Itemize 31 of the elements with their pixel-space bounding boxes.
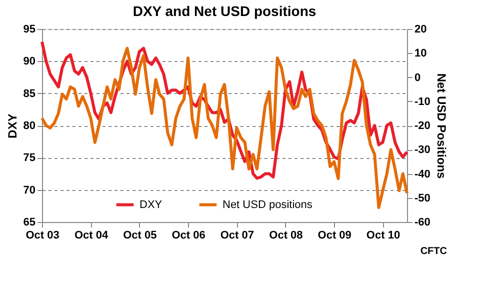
y-axis-title: DXY — [5, 114, 20, 138]
x-tick-label: Oct 09 — [318, 230, 352, 242]
y-tick-label: 65 — [23, 216, 36, 228]
y2-tick-label: -10 — [414, 96, 430, 108]
y2-tick-label: -60 — [414, 216, 430, 228]
x-tick-label: Oct 04 — [74, 230, 109, 242]
y2-tick-label: 20 — [414, 24, 427, 36]
y2-tick-label: -40 — [414, 168, 430, 180]
y-tick-label: 80 — [23, 120, 36, 132]
x-tick-label: Oct 05 — [123, 230, 157, 242]
y2-tick-label: -50 — [414, 192, 430, 204]
x-tick-label: Oct 03 — [26, 230, 60, 242]
x-tick-label: Oct 06 — [172, 230, 206, 242]
y2-tick-label: 0 — [414, 72, 421, 84]
y2-tick-label: 10 — [414, 48, 427, 60]
x-tick-label: Oct 08 — [269, 230, 303, 242]
x-tick-label: Oct 07 — [220, 230, 254, 242]
y-tick-label: 70 — [23, 184, 36, 196]
legend-label: Net USD positions — [222, 198, 313, 211]
line-series — [40, 46, 408, 210]
y2-axis-title: Net USD Positions — [434, 73, 448, 179]
y-tick-label: 90 — [23, 56, 36, 68]
y2-tick-label: -20 — [414, 120, 430, 132]
x-tick-label: Oct 10 — [366, 230, 400, 242]
chart-title: DXY and Net USD positions — [132, 3, 316, 19]
text: CFTC — [420, 246, 447, 257]
y-tick-label: 85 — [23, 88, 36, 100]
legend-label: DXY — [140, 198, 163, 211]
y2-tick-label: -30 — [414, 144, 430, 156]
y-tick-label: 95 — [23, 24, 36, 36]
y-tick-label: 75 — [23, 152, 36, 164]
